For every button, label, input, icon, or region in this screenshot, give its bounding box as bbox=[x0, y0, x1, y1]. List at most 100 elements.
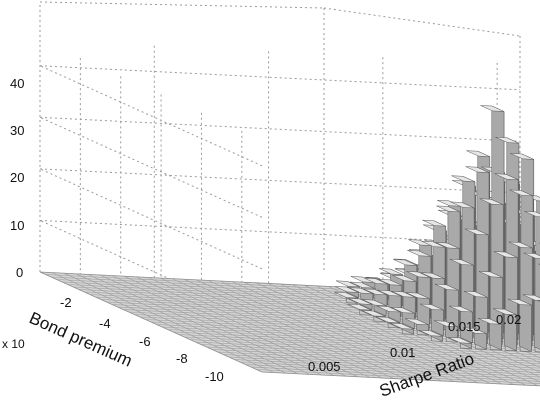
bar-top-face bbox=[348, 298, 373, 305]
bar-top-face bbox=[335, 280, 360, 288]
bar-top-face bbox=[377, 289, 402, 297]
bar-top-face bbox=[379, 268, 403, 275]
bar-top-face bbox=[463, 290, 488, 298]
bar-top-face bbox=[464, 228, 489, 236]
z-gridlines bbox=[39, 45, 521, 363]
floor-gridline bbox=[223, 354, 540, 371]
bar-top-face bbox=[419, 303, 444, 311]
z-tick-label: 20 bbox=[10, 170, 24, 185]
floor-gridline bbox=[145, 319, 540, 340]
bar-top-face bbox=[522, 294, 540, 301]
floor-gridline bbox=[195, 341, 540, 360]
bar-top-face bbox=[389, 322, 414, 330]
bar-top-face bbox=[404, 318, 429, 326]
bar-top-face bbox=[448, 305, 473, 313]
bar-top-face bbox=[449, 258, 474, 266]
z-gridline-left bbox=[39, 116, 263, 218]
bar-top-face bbox=[347, 303, 372, 311]
z-gridline-back bbox=[39, 168, 521, 194]
bar-top-face bbox=[391, 291, 416, 298]
bar-top-face bbox=[375, 316, 400, 324]
z-tick-label: 40 bbox=[10, 76, 24, 91]
z-tick-label: 0 bbox=[16, 265, 23, 280]
z-tick-labels: 0 10 20 30 40 bbox=[10, 76, 24, 280]
z-gridline-back bbox=[39, 116, 521, 142]
right-wall-top-edge bbox=[323, 7, 521, 37]
y-tick-label: -4 bbox=[99, 316, 111, 331]
z-gridline-left bbox=[39, 65, 263, 167]
z-gridline-left bbox=[39, 168, 263, 270]
bar-top-face bbox=[448, 337, 472, 344]
x-tick-label: 0.005 bbox=[308, 359, 341, 374]
bar-top-face bbox=[509, 189, 534, 197]
floor-gridline bbox=[245, 364, 540, 380]
floor-gridline bbox=[189, 339, 540, 358]
floor-gridline bbox=[250, 366, 540, 382]
bar-top-face bbox=[492, 308, 517, 315]
bar-top-face bbox=[362, 299, 387, 306]
x-tick-labels: 0.005 0.01 0.015 0.02 bbox=[308, 312, 521, 374]
floor-gridline bbox=[212, 349, 540, 367]
floor-gridline bbox=[173, 331, 540, 351]
bar-top-face bbox=[450, 201, 475, 209]
floor-gridline bbox=[206, 346, 540, 364]
bar-top-face bbox=[507, 298, 532, 306]
bar-top-face bbox=[433, 320, 458, 327]
bar-top-face bbox=[378, 279, 402, 286]
bar-top-face bbox=[335, 286, 359, 293]
x-tick-label: 0.01 bbox=[390, 345, 415, 360]
bar-top-face bbox=[437, 200, 461, 207]
bar-top-face bbox=[376, 305, 401, 313]
floor-gridline bbox=[150, 321, 540, 342]
bar-top-face bbox=[405, 292, 430, 299]
floor-gridline bbox=[200, 344, 540, 362]
y-axis-multiplier: x 10 bbox=[2, 337, 25, 351]
bar-top-face bbox=[478, 271, 503, 278]
bar-top-face bbox=[363, 288, 388, 296]
bar-top-face bbox=[434, 283, 459, 291]
bar-top-face bbox=[406, 271, 431, 278]
bar-top-face bbox=[466, 150, 490, 157]
z-tick-label: 30 bbox=[10, 123, 24, 138]
floor-gridline bbox=[178, 334, 540, 353]
bar-top-face bbox=[334, 291, 358, 299]
bar-top-face bbox=[495, 136, 520, 144]
y-tick-label: -2 bbox=[60, 295, 72, 310]
y-tick-label: -6 bbox=[139, 334, 151, 349]
bar-top-face bbox=[390, 306, 415, 314]
floor-gridline bbox=[156, 324, 540, 344]
bar-top-face bbox=[364, 277, 388, 285]
floor-gridline bbox=[234, 359, 540, 376]
z-tick-label: 10 bbox=[10, 218, 24, 233]
x-tick-label: 0.015 bbox=[448, 319, 481, 334]
y-tick-label: -10 bbox=[205, 369, 224, 384]
bar-top-face bbox=[422, 219, 446, 227]
floor-gridline bbox=[228, 356, 540, 373]
bar-top-face bbox=[349, 287, 373, 294]
y-tick-label: -8 bbox=[176, 351, 188, 366]
floor-gridline bbox=[184, 336, 540, 356]
x-tick-label: 0.02 bbox=[496, 312, 521, 327]
z-gridline-back bbox=[39, 65, 521, 91]
bar-top-face bbox=[435, 242, 460, 249]
bar-top-face bbox=[462, 327, 487, 335]
bar-top-face bbox=[361, 310, 386, 317]
bar-top-face bbox=[392, 275, 417, 282]
bar-top-face bbox=[465, 166, 490, 173]
bar-top-face bbox=[510, 153, 534, 160]
left-wall-top-edge bbox=[39, 1, 325, 9]
bar-top-face bbox=[494, 173, 519, 180]
bar-top-face bbox=[537, 300, 540, 302]
bar-side-face bbox=[533, 294, 540, 350]
y-axis-title: Bond premium bbox=[26, 308, 135, 370]
floor-gridline bbox=[239, 361, 540, 378]
bar-top-face bbox=[524, 211, 540, 218]
bar-top-face bbox=[436, 205, 461, 213]
bar-top-face bbox=[349, 281, 374, 289]
bar-top-face bbox=[408, 239, 432, 246]
bar-top-face bbox=[407, 250, 432, 257]
bar-top-face bbox=[479, 198, 504, 206]
floor-gridline bbox=[217, 351, 540, 369]
histogram-bars bbox=[334, 105, 540, 353]
